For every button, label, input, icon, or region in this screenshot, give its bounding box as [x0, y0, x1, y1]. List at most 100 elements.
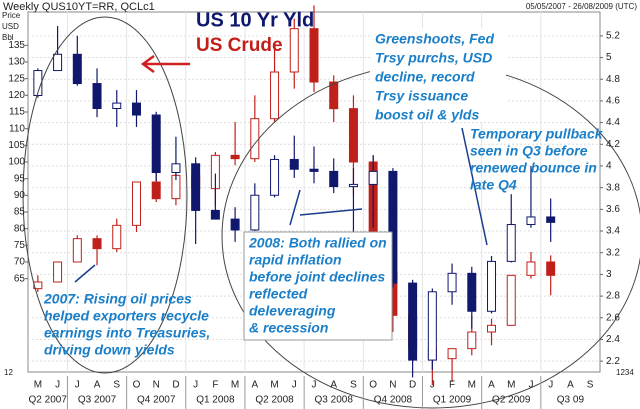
- x-tick-label: S: [113, 380, 120, 391]
- quarter-label: Q1 2008: [196, 395, 235, 406]
- candle-body: [230, 154, 240, 160]
- pointers: [74, 127, 488, 283]
- annotation: late Q4: [470, 177, 517, 193]
- x-tick-label: A: [567, 380, 574, 391]
- x-tick-label: M: [34, 380, 42, 391]
- axis-label: Price: [2, 11, 21, 20]
- x-tick-label: J: [75, 380, 80, 391]
- candle-body: [92, 238, 102, 250]
- candle-body: [250, 118, 260, 160]
- candle-body: [309, 168, 319, 172]
- y-tick-label: 130: [8, 57, 25, 68]
- y-tick-label: 80: [14, 223, 26, 234]
- candle-body: [171, 163, 181, 173]
- candle-body: [92, 83, 102, 110]
- y2-tick-label: 3.6: [606, 204, 620, 215]
- x-tick-label: A: [251, 380, 258, 391]
- candle-body: [289, 158, 299, 170]
- candle-body: [230, 218, 240, 231]
- annotation: & recession: [249, 320, 328, 336]
- candle-body: [506, 224, 516, 262]
- candle-body: [546, 261, 556, 276]
- annotation: 2008: Both rallied on: [248, 235, 387, 251]
- candle-body: [487, 260, 497, 312]
- annotation: Temporary pullback: [470, 126, 604, 142]
- date-range: 05/05/2007 - 26/08/2009 (UTC): [526, 2, 638, 11]
- candle-body: [112, 102, 122, 110]
- annotation: Greenshoots, Fed: [375, 31, 494, 47]
- annotation: Trsy purchs, USD: [375, 50, 492, 66]
- x-tick-label: J: [55, 380, 60, 391]
- candle-body: [289, 28, 299, 73]
- x-tick-label: F: [212, 380, 218, 391]
- arrow-head: [140, 54, 155, 74]
- candle-body: [487, 324, 497, 333]
- candle-body: [191, 163, 201, 211]
- annotation: reflected: [249, 286, 308, 302]
- annotation: decline, record: [375, 69, 475, 85]
- ellipse: [22, 16, 188, 374]
- y2-tick-label: 2.2: [606, 356, 620, 367]
- axis-stub: 12: [4, 368, 13, 377]
- y2-tick-label: 4.2: [606, 139, 620, 150]
- candle-body: [270, 158, 280, 196]
- candle-body: [250, 194, 260, 231]
- y2-tick-label: 5: [606, 52, 612, 63]
- annotation: deleveraging: [249, 303, 336, 319]
- candle-body: [447, 348, 457, 360]
- y2-tick-label: 2.6: [606, 312, 620, 323]
- candle-body: [270, 71, 280, 120]
- x-tick-label: J: [292, 380, 297, 391]
- candle-body: [112, 224, 122, 250]
- quarter-label: Q4 2007: [137, 395, 176, 406]
- candle-body: [309, 28, 319, 83]
- x-tick-label: M: [507, 380, 515, 391]
- candle-body: [131, 102, 141, 116]
- quarter-label: Q3 09: [557, 395, 585, 406]
- y2-tick-label: 3: [606, 269, 612, 280]
- marks: [33, 5, 556, 386]
- quarter-label: Q2 2008: [255, 395, 294, 406]
- annotation: renewed bounce in: [470, 160, 597, 176]
- candle-body: [329, 81, 339, 110]
- x-tick-label: O: [369, 380, 377, 391]
- x-tick-label: A: [94, 380, 101, 391]
- x-tick-label: J: [312, 380, 317, 391]
- annotation: driving down yields: [44, 342, 175, 358]
- y2-tick-label: 3.4: [606, 226, 620, 237]
- candle-body: [329, 170, 339, 188]
- y-tick-label: 105: [8, 140, 25, 151]
- y-tick-label: 95: [14, 173, 26, 184]
- pointer: [299, 208, 363, 216]
- quarter-label: Q1 2009: [433, 395, 472, 406]
- candle-body: [210, 209, 220, 220]
- annotation: helped exporters recycle: [44, 308, 209, 324]
- quarter-label: Q3 2007: [78, 395, 117, 406]
- annotation: seen in Q3 before: [470, 143, 588, 159]
- candle-body: [467, 331, 477, 350]
- y-tick-label: 70: [14, 257, 26, 268]
- candle-body: [526, 261, 536, 276]
- candle-body: [131, 181, 141, 226]
- y2-tick-label: 4.6: [606, 96, 620, 107]
- x-tick-label: N: [389, 380, 396, 391]
- pointer: [289, 189, 301, 226]
- x-tick-label: J: [528, 380, 533, 391]
- y2-tick-label: 5.2: [606, 30, 620, 41]
- y-tick-label: 115: [9, 107, 25, 118]
- candle-body: [408, 282, 418, 361]
- annotation: before joint declines: [249, 269, 385, 285]
- candle-body: [546, 216, 556, 223]
- annotation-box: [370, 28, 506, 122]
- x-tick-label: F: [449, 380, 455, 391]
- x-tick-label: A: [330, 380, 337, 391]
- quarter-label: Q3 2008: [315, 395, 354, 406]
- x-tick-label: J: [430, 380, 435, 391]
- pointer: [74, 264, 96, 283]
- x-tick-label: J: [548, 380, 553, 391]
- y-tick-label: 135: [8, 40, 25, 51]
- x-tick-label: M: [270, 380, 278, 391]
- y2-tick-label: 2.4: [606, 334, 620, 345]
